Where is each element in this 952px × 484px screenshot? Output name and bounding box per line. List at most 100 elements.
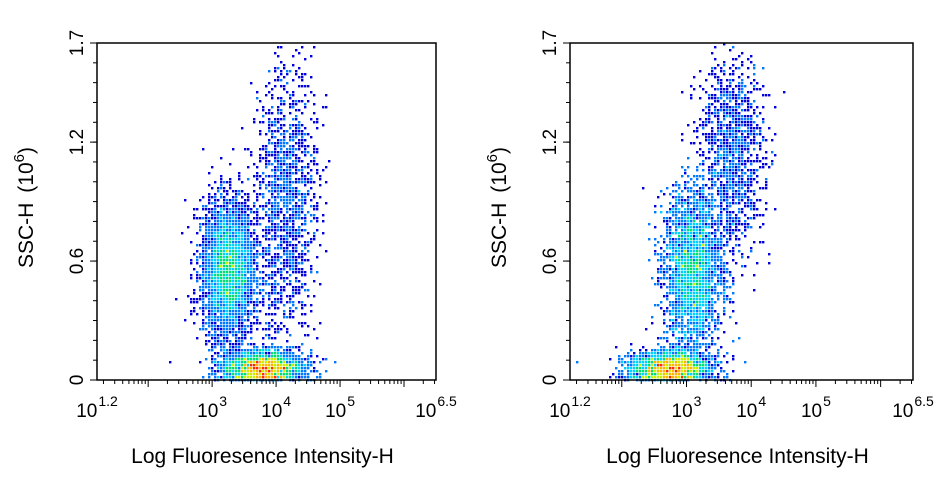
density-dot <box>238 343 241 346</box>
density-dot <box>693 283 696 286</box>
density-dot <box>660 346 663 349</box>
density-dot <box>666 331 669 334</box>
density-dot <box>190 277 193 280</box>
density-dot <box>205 280 208 283</box>
density-dot <box>681 190 684 193</box>
density-dot <box>214 295 217 298</box>
density-dot <box>747 58 750 61</box>
density-dot <box>669 274 672 277</box>
density-dot <box>268 337 271 340</box>
density-dot <box>262 283 265 286</box>
density-dot <box>268 160 271 163</box>
density-dot <box>732 109 735 112</box>
density-dot <box>277 67 280 70</box>
density-dot <box>708 286 711 289</box>
density-dot <box>262 157 265 160</box>
density-dot <box>292 214 295 217</box>
density-dot <box>229 298 232 301</box>
density-dot <box>705 280 708 283</box>
density-dot <box>220 253 223 256</box>
density-dot <box>304 154 307 157</box>
density-dot <box>729 172 732 175</box>
density-dot <box>723 88 726 91</box>
density-dot <box>759 145 762 148</box>
density-dot <box>738 175 741 178</box>
density-dot <box>202 292 205 295</box>
density-dot <box>711 220 714 223</box>
density-dot <box>687 226 690 229</box>
density-dot <box>313 157 316 160</box>
density-dot <box>304 151 307 154</box>
density-dot <box>714 247 717 250</box>
density-dot <box>693 232 696 235</box>
density-dot <box>241 373 244 376</box>
density-dot <box>675 214 678 217</box>
density-dot <box>211 370 214 373</box>
density-dot <box>292 190 295 193</box>
density-dot <box>639 370 642 373</box>
density-dot <box>669 346 672 349</box>
density-dot <box>717 100 720 103</box>
density-dot <box>274 160 277 163</box>
density-dot <box>666 220 669 223</box>
density-dot <box>223 322 226 325</box>
density-dot <box>298 262 301 265</box>
density-dot <box>696 310 699 313</box>
density-dot <box>705 217 708 220</box>
density-dot <box>304 373 307 376</box>
density-dot <box>681 256 684 259</box>
density-dot <box>711 85 714 88</box>
density-dot <box>723 262 726 265</box>
density-dot <box>732 178 735 181</box>
density-dot <box>229 367 232 370</box>
density-dot <box>663 376 666 379</box>
density-dot <box>711 310 714 313</box>
density-dot <box>229 199 232 202</box>
density-dot <box>310 238 313 241</box>
density-dot <box>729 226 732 229</box>
density-dot <box>280 220 283 223</box>
density-dot <box>684 310 687 313</box>
density-dot <box>235 265 238 268</box>
density-dot <box>702 127 705 130</box>
density-dot <box>708 283 711 286</box>
density-dot <box>675 280 678 283</box>
density-dot <box>723 112 726 115</box>
density-dot <box>732 79 735 82</box>
density-dot <box>669 235 672 238</box>
density-dot <box>238 331 241 334</box>
density-dot <box>274 286 277 289</box>
density-dot <box>313 205 316 208</box>
density-dot <box>208 340 211 343</box>
density-dot <box>750 124 753 127</box>
density-dot <box>202 289 205 292</box>
density-dot <box>262 298 265 301</box>
density-dot <box>235 298 238 301</box>
y-tick-label: 1.2 <box>540 129 561 155</box>
density-dot <box>702 187 705 190</box>
density-dot <box>693 325 696 328</box>
density-dot <box>732 250 735 253</box>
density-dot <box>268 352 271 355</box>
density-dot <box>304 148 307 151</box>
density-dot <box>648 367 651 370</box>
density-dot <box>280 100 283 103</box>
density-dot <box>690 208 693 211</box>
density-dot <box>292 91 295 94</box>
density-dot <box>286 229 289 232</box>
density-dot <box>711 121 714 124</box>
density-dot <box>684 256 687 259</box>
density-dot <box>711 271 714 274</box>
density-dot <box>690 334 693 337</box>
density-dot <box>723 187 726 190</box>
density-dot <box>690 253 693 256</box>
density-dot <box>262 196 265 199</box>
density-dot <box>666 298 669 301</box>
density-dot <box>286 184 289 187</box>
density-dot <box>720 268 723 271</box>
density-dot <box>235 202 238 205</box>
density-dot <box>669 325 672 328</box>
density-dot <box>220 259 223 262</box>
density-dot <box>235 331 238 334</box>
density-dot <box>714 133 717 136</box>
